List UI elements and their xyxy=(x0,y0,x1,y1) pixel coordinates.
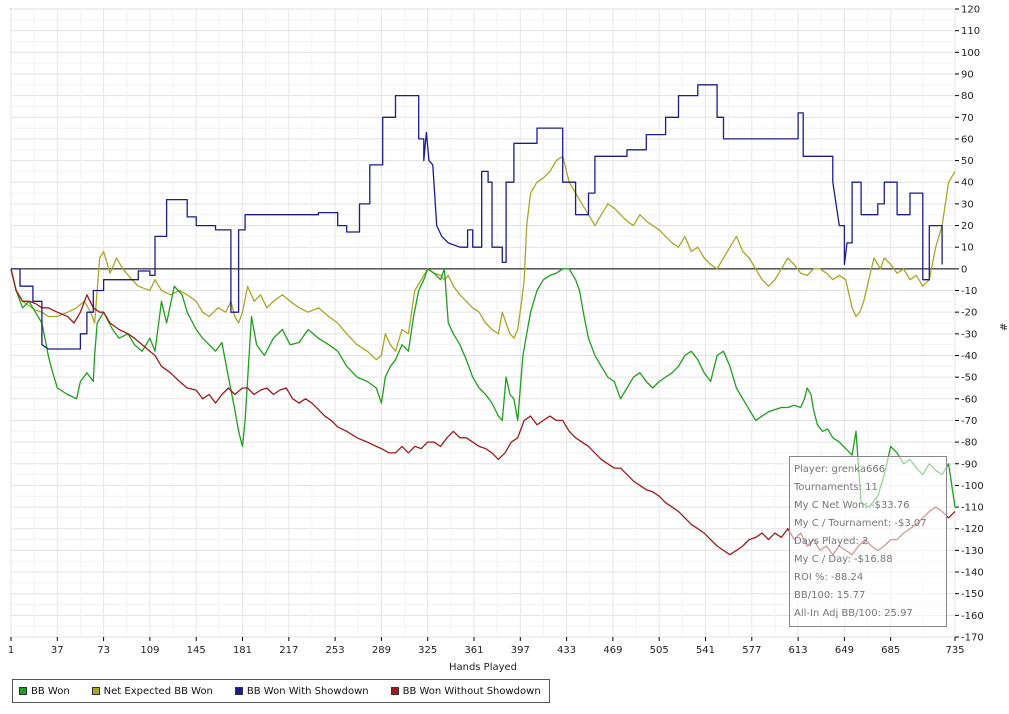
legend-item-with-showdown[interactable]: BB Won With Showdown xyxy=(234,685,369,697)
y-tick-label: -60 xyxy=(961,394,977,405)
stat-tournaments: Tournaments: 11 xyxy=(794,482,878,493)
y-axis: 1201101009080706050403020100-10-20-30-40… xyxy=(955,5,984,644)
x-tick-label: 361 xyxy=(464,645,483,656)
y-tick-label: -50 xyxy=(961,373,977,384)
x-tick-label: 469 xyxy=(603,645,622,656)
stats-overlay: Player: grenka666 Tournaments: 11 My C N… xyxy=(789,456,947,627)
x-tick-label: 181 xyxy=(233,645,252,656)
x-tick-label: 649 xyxy=(835,645,854,656)
stat-net-won: My C Net Won: -$33.76 xyxy=(794,500,910,511)
y-tick-label: -70 xyxy=(961,416,977,427)
y-tick-label: 60 xyxy=(961,134,974,145)
y-tick-label: -120 xyxy=(961,524,984,535)
y-tick-label: -150 xyxy=(961,589,984,600)
legend-label: BB Won With Showdown xyxy=(246,685,369,697)
y-tick-label: -40 xyxy=(961,351,977,362)
x-tick-label: 505 xyxy=(650,645,669,656)
x-tick-label: 109 xyxy=(140,645,159,656)
legend-item-without-showdown[interactable]: BB Won Without Showdown xyxy=(390,685,541,697)
x-tick-label: 433 xyxy=(557,645,576,656)
legend-label: BB Won Without Showdown xyxy=(402,685,541,697)
legend-swatch xyxy=(390,687,399,695)
y-tick-label: -80 xyxy=(961,438,977,449)
y-tick-label: 120 xyxy=(961,5,980,16)
x-tick-label: 1 xyxy=(8,645,14,656)
y-tick-label: 50 xyxy=(961,156,974,167)
x-tick-label: 735 xyxy=(945,645,964,656)
y-tick-label: -140 xyxy=(961,568,984,579)
y-tick-label: -100 xyxy=(961,481,984,492)
legend: BB Won Net Expected BB Won BB Won With S… xyxy=(12,679,550,703)
stat-roi: ROI %: -88.24 xyxy=(794,572,864,583)
y-tick-label: 40 xyxy=(961,178,974,189)
stat-bb100: BB/100: 15.77 xyxy=(794,590,866,601)
x-tick-label: 145 xyxy=(187,645,206,656)
y-tick-label: -110 xyxy=(961,503,984,514)
y-tick-label: 70 xyxy=(961,113,974,124)
y-tick-label: 20 xyxy=(961,221,974,232)
x-tick-label: 397 xyxy=(511,645,530,656)
y-tick-label: 90 xyxy=(961,69,974,80)
x-tick-label: 613 xyxy=(789,645,808,656)
x-tick-label: 325 xyxy=(418,645,437,656)
legend-item-net-expected[interactable]: Net Expected BB Won xyxy=(91,685,213,697)
legend-label: BB Won xyxy=(31,685,70,697)
x-tick-label: 217 xyxy=(279,645,298,656)
x-tick-label: 289 xyxy=(372,645,391,656)
legend-item-bb-won[interactable]: BB Won xyxy=(19,686,70,697)
y-tick-label: -130 xyxy=(961,546,984,557)
series-line-bb-won xyxy=(10,268,956,508)
y-tick-label: 30 xyxy=(961,199,974,210)
y-tick-label: -160 xyxy=(961,611,984,622)
x-tick-label: 541 xyxy=(696,645,715,656)
x-axis-title: Hands Played xyxy=(449,662,517,673)
legend-label: Net Expected BB Won xyxy=(103,685,213,697)
y-axis-title: # xyxy=(997,323,1008,331)
x-tick-label: 685 xyxy=(881,645,900,656)
y-tick-label: 10 xyxy=(961,243,974,254)
stat-per-tournament: My C / Tournament: -$3.07 xyxy=(794,518,927,529)
y-tick-label: 80 xyxy=(961,91,974,102)
y-tick-label: 0 xyxy=(961,264,967,275)
x-tick-label: 37 xyxy=(51,645,64,656)
stat-per-day: My C / Day: -$16.88 xyxy=(794,554,893,565)
y-tick-label: -170 xyxy=(961,633,984,644)
x-tick-label: 73 xyxy=(97,645,110,656)
y-tick-label: 110 xyxy=(961,26,980,37)
x-axis: 1 37 73 109 145 181 217 253 289 325 361 397 433 469 50… xyxy=(8,637,965,656)
x-tick-label: 253 xyxy=(326,645,345,656)
series-line-bb-won-with-showdown xyxy=(11,84,943,350)
legend-swatch xyxy=(234,687,243,695)
stat-allin-bb100: All-In Adj BB/100: 25.97 xyxy=(794,608,913,619)
stat-days-played: Days Played: 2 xyxy=(794,536,869,547)
legend-swatch xyxy=(91,687,100,695)
legend-swatch xyxy=(19,687,27,695)
y-tick-label: 100 xyxy=(961,48,980,59)
y-tick-label: -20 xyxy=(961,308,977,319)
y-tick-label: -90 xyxy=(961,459,977,470)
y-tick-label: -30 xyxy=(961,329,977,340)
y-tick-label: -10 xyxy=(961,286,977,297)
stat-player: Player: grenka666 xyxy=(794,464,886,475)
x-tick-label: 577 xyxy=(742,645,761,656)
